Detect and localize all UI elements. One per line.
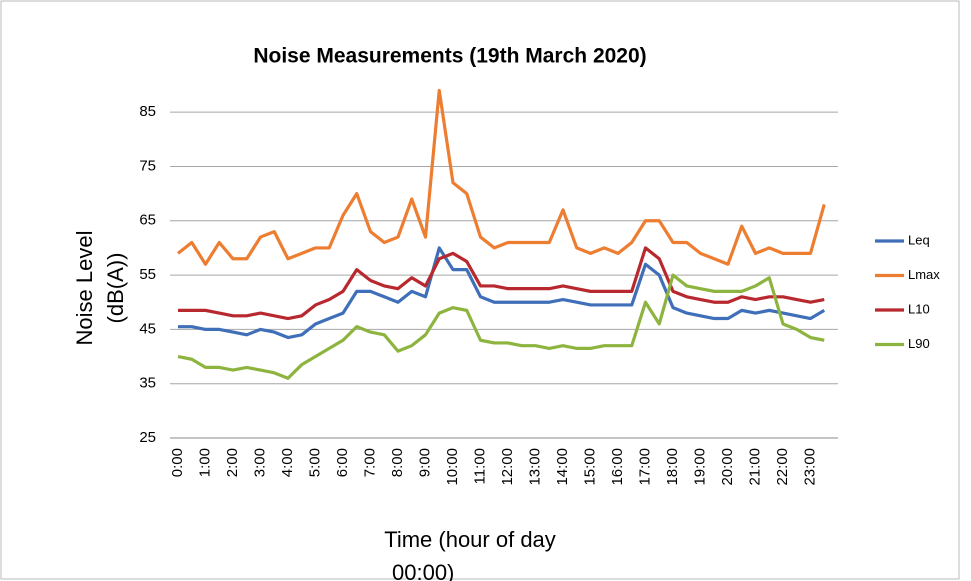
x-tick-label: 2:00	[224, 448, 241, 477]
series-line	[177, 273, 825, 380]
legend-label: Leq	[908, 232, 930, 247]
series-line	[177, 88, 826, 266]
x-tick-label: 20:00	[719, 448, 736, 486]
y-tick-label: 45	[139, 320, 156, 337]
x-tick-label: 8:00	[389, 448, 406, 477]
x-tick-label: 0:00	[169, 448, 186, 477]
y-tick-label: 85	[139, 103, 156, 120]
chart-title: Noise Measurements (19th March 2020)	[253, 45, 646, 68]
y-tick-label: 35	[139, 375, 156, 392]
x-tick-label: 11:00	[471, 448, 488, 484]
x-tick-label: 1:00	[196, 448, 213, 477]
x-tick-label: 4:00	[279, 448, 296, 477]
x-tick-label: 18:00	[664, 448, 681, 486]
x-axis-title: Time (hour of day	[384, 527, 556, 552]
x-tick-label: 22:00	[774, 448, 791, 486]
x-tick-label: 5:00	[306, 448, 323, 477]
x-tick-label: 3:00	[251, 448, 268, 477]
series-line	[178, 246, 825, 321]
y-axis-title: Noise Level (dB(A))	[72, 231, 128, 346]
x-tick-label: 14:00	[554, 448, 571, 486]
x-tick-label: 6:00	[334, 448, 351, 477]
legend-label: Lmax	[908, 267, 940, 282]
x-tick-label: 10:00	[444, 448, 461, 486]
x-tick-label: 13:00	[526, 448, 543, 486]
y-tick-label: 65	[139, 212, 156, 229]
legend-label: L90	[908, 336, 930, 351]
y-tick-label: 75	[139, 157, 156, 174]
x-tick-label: 17:00	[636, 448, 653, 486]
x-tick-label: 23:00	[801, 448, 818, 486]
series-line	[178, 246, 826, 340]
x-tick-label: 21:00	[746, 448, 763, 486]
x-tick-label: 7:00	[361, 448, 378, 477]
y-axis-title-line: (dB(A))	[103, 253, 128, 324]
x-tick-label: 9:00	[416, 448, 433, 477]
y-axis-title-line: Noise Level	[72, 231, 97, 346]
y-tick-label: 55	[139, 266, 156, 283]
y-tick-label: 25	[139, 429, 156, 446]
x-axis-title: 00:00)	[392, 560, 454, 581]
x-tick-label: 12:00	[499, 448, 516, 486]
x-tick-label: 15:00	[581, 448, 598, 486]
x-tick-label: 16:00	[609, 448, 626, 486]
x-tick-label: 19:00	[691, 448, 708, 486]
legend-label: L10	[908, 301, 930, 316]
